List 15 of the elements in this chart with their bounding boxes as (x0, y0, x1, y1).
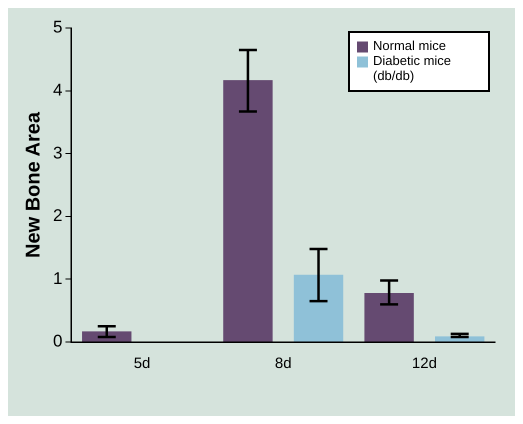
y-axis-title: New Bone Area (22, 111, 45, 258)
bar (364, 293, 414, 342)
legend-label: Normal mice (373, 38, 446, 54)
y-tick-label: 2 (52, 206, 62, 226)
x-tick-label: 8d (274, 355, 292, 372)
x-tick-label: 5d (134, 355, 150, 372)
y-tick-label: 1 (52, 268, 62, 288)
legend-label: Diabetic mice (db/db) (373, 53, 452, 84)
y-tick-label: 4 (52, 80, 62, 100)
bar (294, 274, 344, 342)
x-tick-label: 12d (412, 355, 437, 372)
y-tick-label: 0 (52, 332, 62, 351)
y-tick-label: 5 (52, 18, 62, 37)
bar (223, 80, 273, 342)
y-tick-label: 3 (52, 143, 62, 162)
